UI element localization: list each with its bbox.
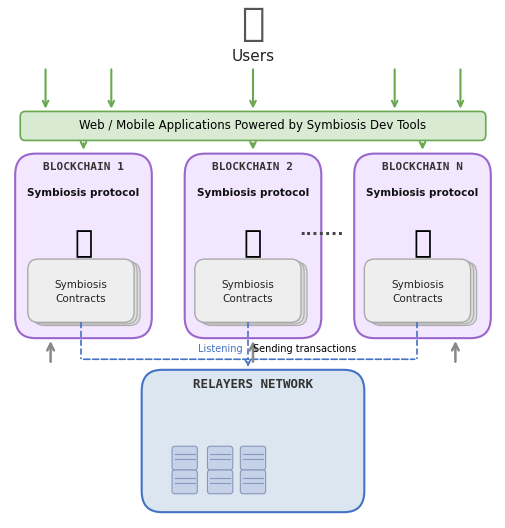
Text: 🐙: 🐙 [413, 229, 431, 258]
Text: Symbiosis: Symbiosis [55, 280, 107, 290]
FancyBboxPatch shape [197, 261, 304, 324]
Text: Symbiosis: Symbiosis [390, 280, 443, 290]
Text: 🐙: 🐙 [74, 229, 92, 258]
Text: 🐙: 🐙 [243, 229, 262, 258]
FancyBboxPatch shape [172, 446, 197, 470]
Text: Users: Users [231, 49, 274, 63]
FancyBboxPatch shape [31, 261, 137, 324]
Text: 👥: 👥 [241, 5, 264, 43]
FancyBboxPatch shape [141, 370, 364, 512]
FancyBboxPatch shape [207, 446, 232, 470]
Text: BLOCKCHAIN N: BLOCKCHAIN N [381, 162, 462, 172]
Text: Symbiosis: Symbiosis [221, 280, 274, 290]
FancyBboxPatch shape [194, 259, 300, 323]
Text: Sending transactions: Sending transactions [252, 344, 356, 354]
Text: Contracts: Contracts [222, 294, 273, 304]
FancyBboxPatch shape [240, 470, 265, 494]
FancyBboxPatch shape [200, 262, 307, 326]
FancyBboxPatch shape [15, 154, 152, 338]
Text: RELAYERS NETWORK: RELAYERS NETWORK [192, 378, 313, 391]
FancyBboxPatch shape [184, 154, 321, 338]
Text: Symbiosis protocol: Symbiosis protocol [366, 188, 478, 198]
FancyBboxPatch shape [240, 446, 265, 470]
Text: Contracts: Contracts [56, 294, 106, 304]
Text: Listening: Listening [198, 344, 242, 354]
Text: Contracts: Contracts [391, 294, 442, 304]
FancyBboxPatch shape [172, 470, 197, 494]
Text: BLOCKCHAIN 2: BLOCKCHAIN 2 [212, 162, 293, 172]
FancyBboxPatch shape [367, 261, 473, 324]
FancyBboxPatch shape [20, 111, 485, 140]
FancyBboxPatch shape [28, 259, 134, 323]
Text: BLOCKCHAIN 1: BLOCKCHAIN 1 [43, 162, 124, 172]
Text: Web / Mobile Applications Powered by Symbiosis Dev Tools: Web / Mobile Applications Powered by Sym… [79, 119, 426, 133]
FancyBboxPatch shape [354, 154, 490, 338]
FancyBboxPatch shape [364, 259, 470, 323]
Text: Symbiosis protocol: Symbiosis protocol [196, 188, 309, 198]
FancyBboxPatch shape [207, 470, 232, 494]
FancyBboxPatch shape [34, 262, 140, 326]
Text: Symbiosis protocol: Symbiosis protocol [27, 188, 139, 198]
FancyBboxPatch shape [370, 262, 476, 326]
Text: .......: ....... [298, 221, 343, 239]
